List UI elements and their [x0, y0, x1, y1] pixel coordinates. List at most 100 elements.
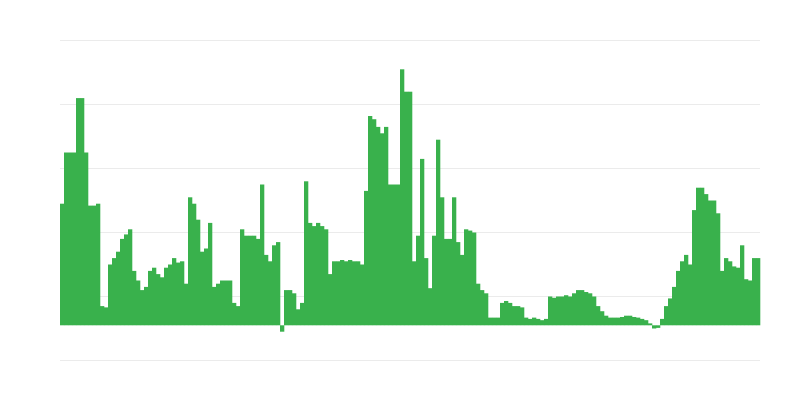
bar: [556, 296, 561, 326]
bar: [572, 293, 577, 326]
bar: [560, 296, 565, 326]
bar: [748, 280, 753, 326]
bar: [164, 267, 169, 326]
bar: [232, 302, 237, 326]
bar: [516, 306, 521, 326]
bar: [300, 302, 305, 326]
bar: [252, 235, 257, 326]
bar: [728, 261, 733, 326]
bar: [564, 295, 569, 326]
bar: [84, 152, 89, 326]
bar: [244, 235, 249, 326]
bar: [668, 298, 673, 326]
bar: [216, 283, 221, 326]
bar: [684, 254, 689, 326]
bar: [80, 98, 85, 326]
bar: [204, 248, 209, 326]
bar: [440, 197, 445, 326]
bar: [220, 280, 225, 326]
bar: [324, 229, 329, 326]
bar: [156, 274, 161, 326]
bar: [236, 306, 241, 326]
bar: [448, 238, 453, 326]
bar: [548, 296, 553, 326]
bar: [608, 317, 613, 326]
bar: [672, 286, 677, 326]
bar: [500, 302, 505, 326]
bar: [196, 219, 201, 326]
bar: [284, 290, 289, 326]
bar: [632, 316, 637, 326]
bar: [464, 229, 469, 326]
bar: [356, 261, 361, 326]
bar: [376, 126, 381, 326]
bar: [696, 187, 701, 326]
bar: [312, 226, 317, 326]
bar: [532, 317, 537, 326]
bar: [352, 261, 357, 326]
bar: [740, 245, 745, 326]
bar: [736, 267, 741, 326]
bar: [676, 270, 681, 326]
bar: [600, 311, 605, 326]
bar: [716, 213, 721, 326]
bar: [536, 318, 541, 326]
bar: [364, 190, 369, 326]
bar: [388, 184, 393, 326]
bar: [148, 270, 153, 326]
bar: [200, 251, 205, 326]
bar: [296, 309, 301, 326]
bar: [400, 69, 405, 326]
bar: [176, 262, 181, 326]
bar: [256, 238, 261, 326]
bar: [624, 315, 629, 326]
bar: [680, 261, 685, 326]
bar: [132, 270, 137, 326]
bar: [596, 306, 601, 326]
bar: [644, 320, 649, 326]
bar: [60, 203, 65, 326]
bar: [712, 200, 717, 326]
bar: [428, 288, 433, 326]
bar: [268, 261, 273, 326]
bar: [212, 286, 217, 326]
bar: [592, 296, 597, 326]
bar: [504, 300, 509, 326]
bar: [208, 222, 213, 326]
bar: [412, 261, 417, 326]
bar: [520, 307, 525, 326]
bar: [96, 203, 101, 326]
bar: [508, 302, 513, 326]
bar: [660, 318, 665, 326]
bar: [260, 184, 265, 326]
bar: [120, 238, 125, 326]
bar: [420, 158, 425, 326]
bar: [288, 290, 293, 326]
bar: [72, 152, 77, 326]
bar: [752, 258, 757, 326]
bar: [88, 205, 93, 326]
bar: [628, 315, 633, 326]
bar: [744, 279, 749, 326]
bar: [320, 226, 325, 326]
bar: [704, 194, 709, 326]
bar: [756, 258, 761, 326]
bar: [104, 307, 109, 326]
bar: [620, 316, 625, 326]
bar: [248, 235, 253, 326]
bar: [168, 264, 173, 326]
bar: [436, 139, 441, 326]
bar: [496, 317, 501, 326]
bar: [476, 283, 481, 326]
bar: [568, 296, 573, 326]
bar: [732, 266, 737, 326]
bar: [280, 325, 285, 332]
bar: [488, 317, 493, 326]
bar: [396, 184, 401, 326]
bar: [692, 210, 697, 326]
bar: [580, 290, 585, 326]
bar: [180, 261, 185, 326]
bar: [360, 264, 365, 326]
bar: [416, 235, 421, 326]
bar: [700, 187, 705, 326]
